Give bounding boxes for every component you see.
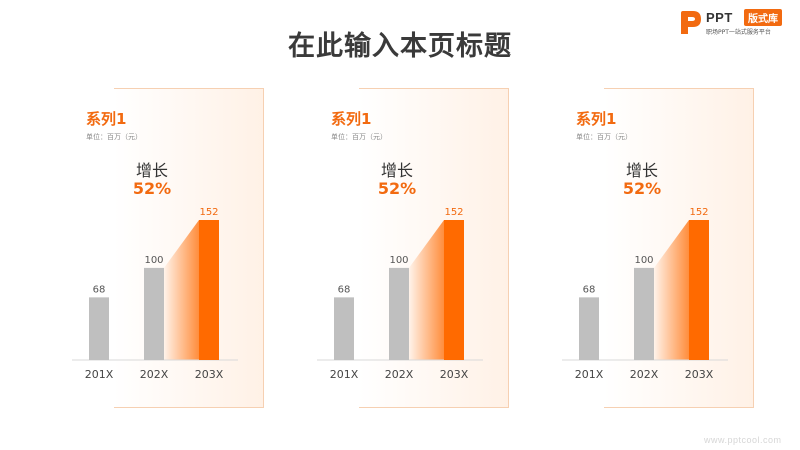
data-label: 68 (583, 284, 596, 295)
bar-chart: 68 201X 100 202X 152 203X (317, 207, 483, 381)
growth-label: 增长 (380, 161, 413, 180)
data-label: 152 (199, 207, 218, 218)
bar-202X (144, 267, 164, 360)
bar-201X (579, 297, 599, 360)
growth-value: 52% (377, 179, 417, 198)
logo-badge: 版式库 (744, 9, 782, 26)
data-label: 152 (444, 207, 463, 218)
data-label: 100 (144, 255, 163, 266)
bar-chart: 68 201X 100 202X 152 203X (562, 207, 728, 381)
bar-202X (634, 267, 654, 360)
bar-203X (444, 220, 464, 360)
growth-value: 52% (132, 179, 172, 198)
logo-word: PPT (706, 10, 733, 25)
x-tick-label: 202X (140, 368, 169, 381)
x-tick-label: 203X (440, 368, 469, 381)
chart-panel-1: 系列1 单位：百万（元） 增长 52% 68 201X 100 202X 152 203X (72, 88, 264, 408)
x-tick-label: 201X (575, 368, 604, 381)
series-title: 系列1 (576, 110, 617, 128)
series-title: 系列1 (86, 110, 127, 128)
unit-label: 单位：百万（元） (576, 133, 632, 141)
bar-chart: 68 201X 100 202X 152 203X (72, 207, 238, 381)
x-tick-label: 202X (385, 368, 414, 381)
page-title: 在此输入本页标题 (288, 31, 512, 62)
x-tick-label: 202X (630, 368, 659, 381)
growth-value: 52% (622, 179, 662, 198)
unit-label: 单位：百万（元） (331, 133, 387, 141)
logo-p-icon (681, 11, 701, 34)
data-label: 68 (338, 284, 351, 295)
x-tick-label: 203X (685, 368, 714, 381)
growth-band (654, 220, 689, 360)
x-tick-label: 201X (85, 368, 114, 381)
watermark: www.pptcool.com (704, 435, 782, 445)
growth-band (164, 220, 199, 360)
chart-panel-2: 系列1 单位：百万（元） 增长 52% 68 201X 100 202X 152 203X (317, 88, 509, 408)
series-title: 系列1 (331, 110, 372, 128)
chart-panel-3: 系列1 单位：百万（元） 增长 52% 68 201X 100 202X 152 203X (562, 88, 754, 408)
bar-203X (689, 220, 709, 360)
x-tick-label: 203X (195, 368, 224, 381)
data-label: 100 (634, 255, 653, 266)
data-label: 100 (389, 255, 408, 266)
brand-logo: PPT 版式库 职场PPT一站式服务平台 (678, 8, 796, 38)
growth-label: 增长 (135, 161, 168, 180)
logo-tagline: 职场PPT一站式服务平台 (706, 29, 771, 36)
unit-label: 单位：百万（元） (86, 133, 142, 141)
data-label: 152 (689, 207, 708, 218)
bar-201X (89, 297, 109, 360)
growth-band (409, 220, 444, 360)
bar-202X (389, 267, 409, 360)
x-tick-label: 201X (330, 368, 359, 381)
growth-label: 增长 (625, 161, 658, 180)
data-label: 68 (93, 284, 106, 295)
bar-203X (199, 220, 219, 360)
bar-201X (334, 297, 354, 360)
